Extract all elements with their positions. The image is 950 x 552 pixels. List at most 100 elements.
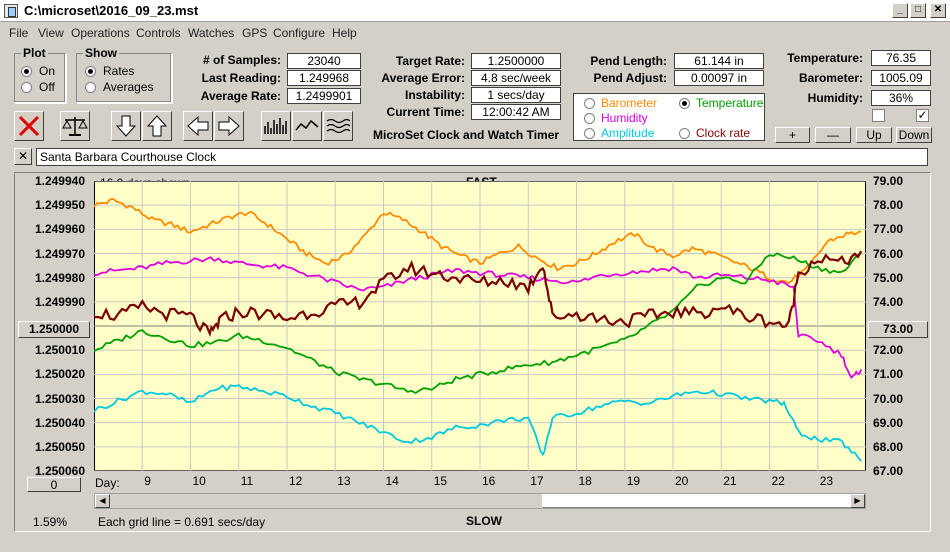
- right-tick-label: 77.00: [873, 222, 904, 237]
- series-line-barometer: [94, 198, 862, 285]
- average-error-value: 4.8 sec/week: [471, 70, 561, 86]
- scale-plus-button[interactable]: +: [775, 127, 810, 143]
- scroll-right-arrow-icon[interactable]: ▶: [850, 494, 865, 508]
- average-rate-value: 1.2499901: [287, 88, 361, 104]
- menu-gps[interactable]: GPS: [242, 26, 268, 40]
- x-tick-label: 23: [819, 474, 834, 488]
- amplitude-radio[interactable]: [584, 128, 595, 139]
- show-averages-radio[interactable]: [85, 82, 96, 93]
- scale-down-button[interactable]: Down: [896, 127, 932, 143]
- clock-name-close-button[interactable]: ✕: [14, 148, 32, 165]
- clock-name-input[interactable]: Santa Barbara Courthouse Clock: [36, 148, 928, 166]
- balance-button[interactable]: [60, 111, 90, 141]
- right-tick-label: 79.00: [873, 174, 904, 188]
- series-line-humidity: [94, 256, 863, 379]
- x-tick-label: 22: [771, 474, 785, 488]
- menu-configure[interactable]: Configure: [273, 26, 326, 40]
- series-line-clock-rate: [94, 250, 863, 338]
- left-tick-label: 1.249980: [34, 270, 85, 285]
- target-rate-label: Target Rate:: [395, 54, 465, 68]
- x-tick-label: 19: [626, 474, 641, 488]
- menu-file[interactable]: File: [9, 26, 29, 40]
- x-tick-label: 15: [433, 474, 448, 488]
- current-time-label: Current Time:: [386, 105, 465, 119]
- average-error-label: Average Error:: [381, 71, 465, 85]
- grid-note-label: Each grid line = 0.691 secs/day: [98, 515, 266, 529]
- minimize-button[interactable]: _: [892, 3, 908, 18]
- close-window-button[interactable]: ✕: [930, 3, 946, 18]
- scale-up-button[interactable]: Up: [856, 127, 892, 143]
- left-tick-label: 1.250040: [34, 415, 85, 430]
- barometer-radio[interactable]: [584, 98, 595, 109]
- clock-rate-option: Clock rate: [696, 126, 751, 140]
- horizontal-scrollbar[interactable]: ◀ ▶: [94, 493, 866, 509]
- plot-on-radio[interactable]: [21, 66, 32, 77]
- left-tick-label: 1.250050: [34, 439, 85, 454]
- scroll-down-button[interactable]: [111, 111, 141, 141]
- menu-operations[interactable]: Operations: [71, 26, 130, 40]
- last-reading-label: Last Reading:: [201, 71, 281, 85]
- scroll-up-button[interactable]: [142, 111, 172, 141]
- plot-off-radio[interactable]: [21, 82, 32, 93]
- option-checkbox-1[interactable]: [872, 109, 885, 122]
- arrow-down-icon: [115, 115, 137, 137]
- x-tick-label: 20: [675, 474, 689, 488]
- left-reference-button[interactable]: 1.250000: [18, 321, 90, 338]
- temperature-radio[interactable]: [679, 98, 690, 109]
- menu-controls[interactable]: Controls: [136, 26, 181, 40]
- clear-x-icon: [18, 115, 40, 137]
- right-tick-label: 70.00: [873, 391, 904, 406]
- menu-help[interactable]: Help: [332, 26, 357, 40]
- scroll-left-button[interactable]: [183, 111, 213, 141]
- multi-line-button[interactable]: [323, 111, 353, 141]
- scrollbar-thumb[interactable]: [542, 494, 852, 508]
- barometer-option: Barometer: [601, 96, 658, 110]
- scrollbar-track-left[interactable]: [110, 494, 542, 508]
- scroll-right-button[interactable]: [214, 111, 244, 141]
- right-reference-button[interactable]: 73.00: [868, 321, 928, 338]
- barometer-label: Barometer:: [798, 71, 863, 85]
- line-graph-button[interactable]: [292, 111, 322, 141]
- right-tick-label: 72.00: [873, 343, 904, 358]
- histogram-button[interactable]: [261, 111, 291, 141]
- plot-off-label: Off: [39, 80, 55, 94]
- series-line-temperature: [94, 252, 862, 395]
- show-group-title: Show: [83, 46, 119, 60]
- right-tick-label: 71.00: [873, 367, 904, 382]
- chart-svg: [94, 181, 866, 471]
- day-axis-label: Day:: [95, 476, 120, 490]
- target-rate-value[interactable]: 1.2500000: [471, 53, 561, 69]
- scale-minus-button[interactable]: —: [815, 127, 851, 143]
- window-title: C:\microset\2016_09_23.mst: [24, 3, 199, 18]
- menu-bar: File View Operations Controls Watches GP…: [0, 23, 950, 42]
- x-tick-label: 12: [289, 474, 303, 488]
- maximize-button[interactable]: □: [910, 3, 926, 18]
- humidity-radio[interactable]: [584, 113, 595, 124]
- left-tick-label: 1.249970: [34, 246, 85, 261]
- offset-button[interactable]: 0: [27, 477, 81, 492]
- sensor-select-panel: Barometer Temperature Humidity Amplitude…: [573, 93, 765, 141]
- x-tick-label: 11: [240, 474, 254, 488]
- show-rates-label: Rates: [103, 64, 135, 78]
- left-tick-label: 1.250060: [34, 464, 85, 478]
- menu-watches[interactable]: Watches: [188, 26, 235, 40]
- clock-rate-radio[interactable]: [679, 128, 690, 139]
- show-averages-label: Averages: [103, 80, 154, 94]
- wave-line-icon: [295, 119, 319, 131]
- average-rate-label: Average Rate:: [200, 89, 281, 103]
- menu-view[interactable]: View: [38, 26, 64, 40]
- clear-button[interactable]: [14, 111, 44, 141]
- pend-length-value[interactable]: 61.144 in: [674, 53, 764, 69]
- app-name-label: MicroSet Clock and Watch Timer: [373, 128, 560, 142]
- right-tick-label: 67.00: [873, 464, 904, 478]
- option-checkbox-2[interactable]: ✓: [916, 108, 929, 122]
- show-rates-radio[interactable]: [85, 66, 96, 77]
- arrow-left-icon: [187, 115, 209, 137]
- temperature-value: 76.35: [871, 50, 931, 66]
- pend-length-label: Pend Length:: [590, 54, 667, 68]
- temperature-label: Temperature:: [787, 51, 863, 65]
- scroll-left-arrow-icon[interactable]: ◀: [95, 494, 110, 508]
- multi-wave-icon: [326, 118, 351, 134]
- pend-adjust-value: 0.00097 in: [674, 70, 764, 86]
- app-icon[interactable]: [4, 4, 18, 18]
